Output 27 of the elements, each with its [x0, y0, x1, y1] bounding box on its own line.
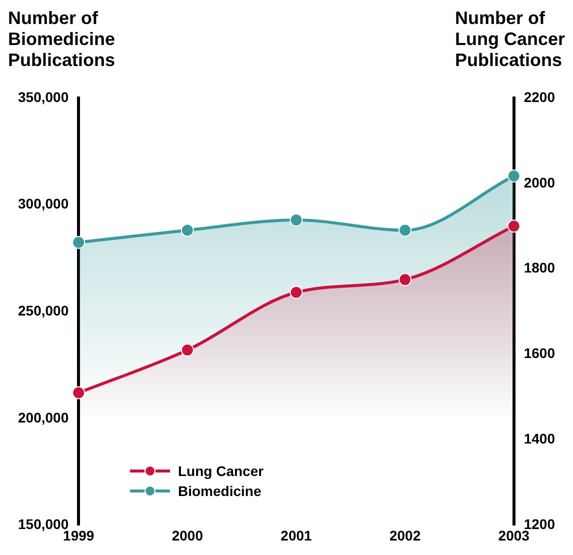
y2-tick-label: 1800 [524, 260, 556, 276]
point [507, 169, 520, 182]
y-tick-label: 150,000 [18, 516, 69, 532]
y2-axis-title: Number of Lung Cancer Publications [455, 8, 566, 71]
point [180, 344, 194, 357]
y2-tick-label: 1400 [524, 430, 556, 447]
y2-tick-label: 2200 [524, 88, 556, 105]
y-tick-label: 200,000 [18, 409, 69, 426]
point [180, 224, 194, 237]
legend-label: Lung Cancer [178, 463, 264, 479]
y2-tick-label: 1600 [524, 345, 556, 362]
x-tick-label: 2002 [389, 527, 421, 544]
x-tick-label: 2000 [172, 527, 204, 544]
point [290, 286, 303, 299]
y-tick-label: 350,000 [18, 88, 69, 105]
point [72, 386, 86, 400]
point [507, 220, 520, 233]
point [290, 213, 303, 226]
y-tick-label: 300,000 [18, 196, 69, 212]
point [72, 236, 86, 249]
legend-label: Biomedicine [178, 483, 262, 499]
y-tick-label: 250,000 [18, 302, 69, 318]
x-tick-label: 2001 [280, 527, 312, 544]
point [398, 224, 412, 237]
y2-tick-label: 2000 [524, 174, 556, 190]
point [398, 273, 412, 286]
y-axis-title: Number of Biomedicine Publications [8, 8, 116, 71]
